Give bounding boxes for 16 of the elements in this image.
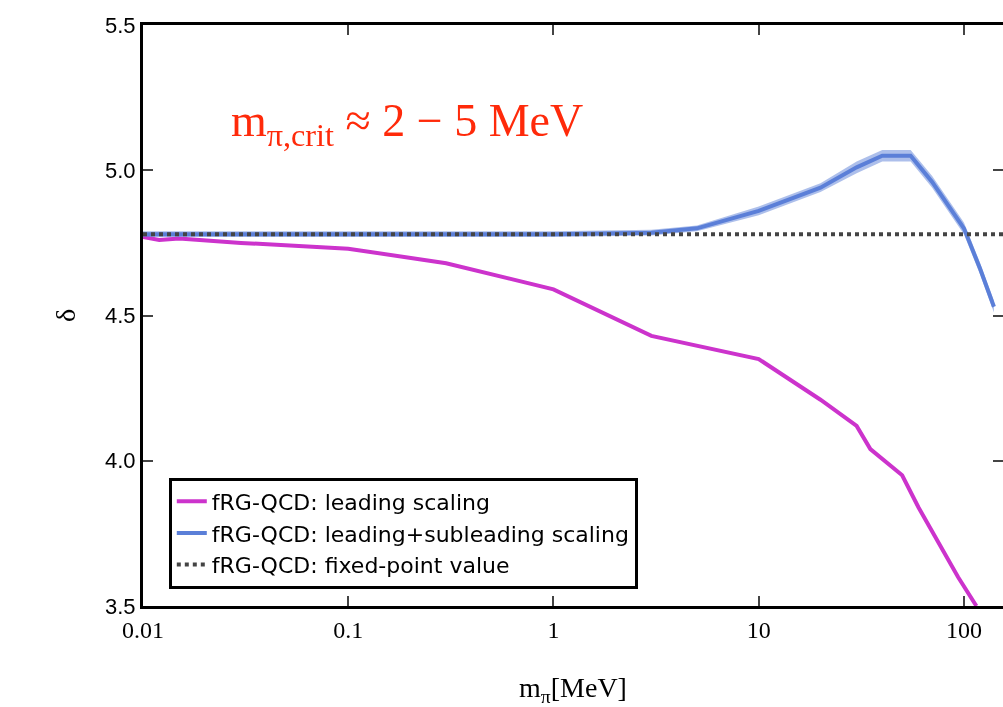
x-tick-label: 10 <box>746 616 771 643</box>
y-tick-label: 3.5 <box>105 593 136 619</box>
y-tick-label: 4.5 <box>105 303 136 329</box>
x-axis-title: m$_{π}$[MeV] <box>519 672 627 707</box>
legend-label: fRG-QCD: fixed-point value <box>211 553 510 579</box>
legend-label: fRG-QCD: leading scaling <box>211 489 490 515</box>
x-tick-label: 100 <box>945 616 982 643</box>
x-tick-label: 0.01 <box>122 616 164 643</box>
y-tick-label: 5.5 <box>105 12 136 38</box>
y-tick-label: 4.0 <box>105 448 136 474</box>
annotation: m$_{π,crit}$ ≈ 2 − 5 MeV <box>231 95 584 153</box>
y-tick-label: 5.0 <box>105 157 136 183</box>
y-axis-title: δ <box>50 308 81 323</box>
x-tick-label: 1 <box>547 616 560 643</box>
legend-label: fRG-QCD: leading+subleading scaling <box>211 521 629 547</box>
x-tick-label: 0.1 <box>333 616 364 643</box>
